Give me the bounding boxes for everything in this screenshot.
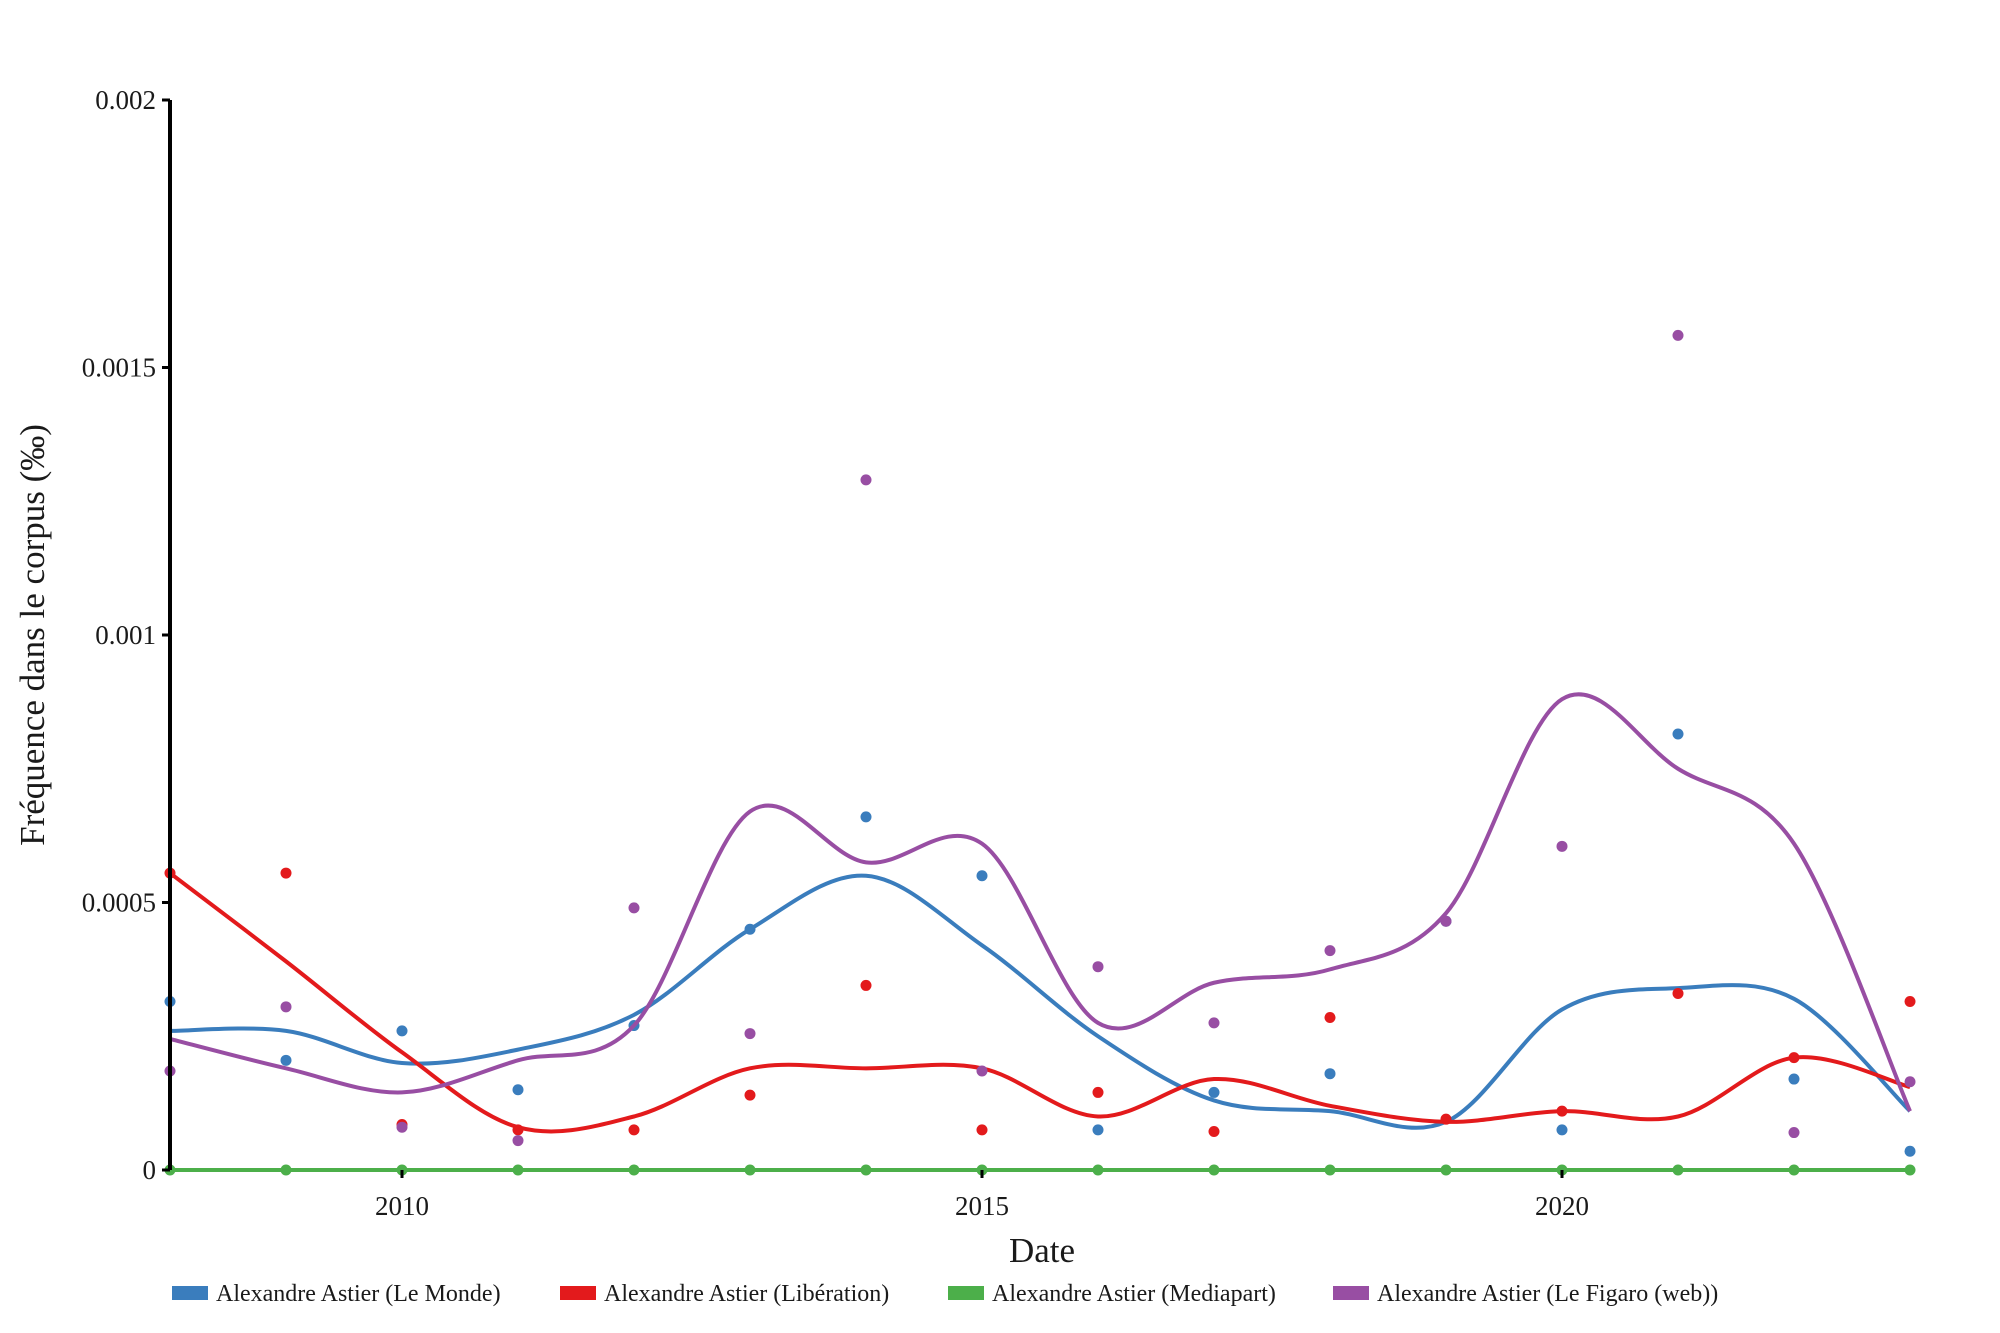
data-point xyxy=(1904,995,1916,1007)
data-point xyxy=(396,1025,408,1037)
data-point xyxy=(512,1164,524,1176)
legend-item: Alexandre Astier (Mediapart) xyxy=(948,1281,1276,1307)
legend-swatch xyxy=(560,1286,596,1300)
legend-item: Alexandre Astier (Le Monde) xyxy=(172,1281,501,1307)
data-point xyxy=(1208,1125,1220,1137)
data-point xyxy=(976,1124,988,1136)
data-point xyxy=(1788,1164,1800,1176)
data-point xyxy=(744,923,756,935)
data-point xyxy=(976,870,988,882)
data-point xyxy=(512,1124,524,1136)
y-tick-label: 0.0015 xyxy=(82,353,156,383)
series-0 xyxy=(164,728,1916,1157)
data-point xyxy=(280,1164,292,1176)
data-point xyxy=(280,1054,292,1066)
legend-swatch xyxy=(948,1286,984,1300)
x-tick-label: 2010 xyxy=(375,1191,429,1221)
data-point xyxy=(1440,915,1452,927)
y-tick-label: 0.001 xyxy=(95,620,156,650)
data-point xyxy=(1788,1052,1800,1064)
data-point xyxy=(1324,1164,1336,1176)
data-point xyxy=(860,811,872,823)
data-point xyxy=(1324,1012,1336,1024)
data-point xyxy=(628,1164,640,1176)
data-point xyxy=(860,474,872,486)
legend: Alexandre Astier (Le Monde) Alexandre Ast… xyxy=(172,1281,1718,1307)
data-point xyxy=(1672,329,1684,341)
data-point xyxy=(1208,1017,1220,1029)
data-point xyxy=(1092,1086,1104,1098)
data-point xyxy=(1208,1086,1220,1098)
data-point xyxy=(976,1065,988,1077)
data-point xyxy=(280,1001,292,1013)
data-point xyxy=(1672,987,1684,999)
data-point xyxy=(1324,1068,1336,1080)
series-line xyxy=(169,692,1912,1112)
data-point xyxy=(1092,1164,1104,1176)
legend-label: Alexandre Astier (Le Monde) xyxy=(216,1281,501,1307)
x-tick-label: 2015 xyxy=(955,1191,1009,1221)
data-point xyxy=(860,979,872,991)
legend-label: Alexandre Astier (Le Figaro (web)) xyxy=(1377,1281,1718,1307)
legend-label: Alexandre Astier (Libération) xyxy=(604,1281,889,1307)
data-point xyxy=(1092,961,1104,973)
series-1 xyxy=(164,867,1916,1137)
x-axis-title: Date xyxy=(1009,1231,1075,1270)
data-point xyxy=(744,1028,756,1040)
x-axis-ticks: 2010 2015 2020 xyxy=(375,1170,1589,1221)
data-point xyxy=(628,902,640,914)
x-tick-label: 2020 xyxy=(1535,1191,1589,1221)
data-point xyxy=(1556,1124,1568,1136)
data-point xyxy=(512,1135,524,1147)
data-point xyxy=(1440,1113,1452,1125)
series-line xyxy=(169,873,1912,1130)
data-point xyxy=(1440,1164,1452,1176)
data-point xyxy=(1208,1164,1220,1176)
y-tick-label: 0.002 xyxy=(95,85,156,115)
data-point xyxy=(396,1121,408,1133)
data-point xyxy=(860,1164,872,1176)
data-point xyxy=(1904,1145,1916,1157)
series-3 xyxy=(164,329,1916,1147)
data-point xyxy=(1904,1164,1916,1176)
data-point xyxy=(744,1164,756,1176)
y-tick-label: 0.0005 xyxy=(82,888,156,918)
y-axis-ticks: 0 0.0005 0.001 0.0015 0.002 xyxy=(82,85,170,1185)
data-point xyxy=(1324,945,1336,957)
data-point xyxy=(1904,1076,1916,1088)
data-point xyxy=(1556,840,1568,852)
legend-item: Alexandre Astier (Le Figaro (web)) xyxy=(1333,1281,1718,1307)
y-tick-label: 0 xyxy=(143,1155,157,1185)
legend-swatch xyxy=(1333,1286,1369,1300)
legend-swatch xyxy=(172,1286,208,1300)
data-point xyxy=(1672,728,1684,740)
data-point xyxy=(1556,1105,1568,1117)
data-point xyxy=(1672,1164,1684,1176)
data-point xyxy=(512,1084,524,1096)
data-point xyxy=(744,1089,756,1101)
plot-area xyxy=(164,329,1916,1176)
series-line xyxy=(168,871,1911,1134)
data-point xyxy=(1788,1127,1800,1139)
y-axis-title: Fréquence dans le corpus (‰) xyxy=(13,424,52,846)
legend-label: Alexandre Astier (Mediapart) xyxy=(992,1281,1276,1307)
data-point xyxy=(1788,1073,1800,1085)
series-2 xyxy=(164,1164,1916,1176)
data-point xyxy=(1092,1124,1104,1136)
legend-item: Alexandre Astier (Libération) xyxy=(560,1281,889,1307)
data-point xyxy=(280,867,292,879)
data-point xyxy=(628,1124,640,1136)
